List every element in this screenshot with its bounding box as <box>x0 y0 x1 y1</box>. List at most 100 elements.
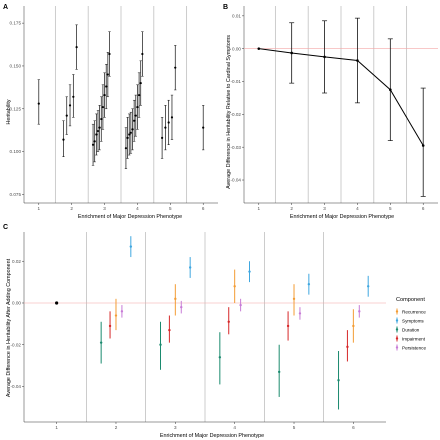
panel-c-point-duration <box>159 343 162 346</box>
panel-c-point-persistence <box>358 310 361 313</box>
panel-c-point-persistence <box>239 303 242 307</box>
panel-a-point <box>136 105 139 109</box>
panel-a-point <box>75 46 78 49</box>
panel-a-y-tick-label: 0.125 <box>10 106 22 111</box>
panel-a-point <box>37 102 40 105</box>
panel-a-y-tick-label: 0.150 <box>10 64 22 69</box>
panel-c-point-symptoms <box>307 282 311 286</box>
panel-a-point <box>103 93 106 97</box>
panel-c-point-duration <box>277 370 281 374</box>
legend-label-impairment: Impairment <box>402 336 426 341</box>
legend: Component Recurrence Symptoms Duration Impa… <box>395 297 426 351</box>
panel-c-ylabel: Average Difference in Heritability After… <box>6 258 12 397</box>
panel-c-point-recurrence <box>174 297 177 301</box>
panel-c-point-impairment <box>286 324 290 328</box>
panel-c-y-tick-label: 0.02 <box>12 259 21 264</box>
panel-c-x-tick-label: 6 <box>352 425 355 430</box>
panel-a: 0.075 0.100 0.125 0.150 0.175 1 2 3 4 5 6 <box>10 6 218 211</box>
panel-a-point <box>93 140 96 143</box>
panel-a-point <box>91 143 95 146</box>
panel-c-letter: C <box>3 224 8 231</box>
panel-c: -0.04 -0.02 0.00 0.02 1 2 3 4 5 6 <box>11 232 386 430</box>
legend-title: Component <box>396 297 425 303</box>
panel-a-point <box>95 133 98 136</box>
legend-swatch-symptoms <box>395 319 399 322</box>
panel-a-point <box>134 114 137 117</box>
panel-a-point <box>174 66 177 69</box>
panel-a-point <box>128 133 131 136</box>
panel-c-point-duration <box>337 379 340 382</box>
legend-swatch-duration <box>395 328 399 331</box>
panel-a-point <box>68 104 72 107</box>
panel-b-xlabel: Enrichment of Major Depression Phenotype <box>290 214 394 220</box>
panel-b-y-tick-label: 0.01 <box>232 13 241 18</box>
panel-c-y-tick-label: -0.02 <box>11 342 22 347</box>
panel-a-x-tick-label: 4 <box>136 206 139 211</box>
panel-c-point-recurrence <box>233 285 236 288</box>
panel-c-point-duration <box>218 356 222 359</box>
legend-label-duration: Duration <box>402 327 420 332</box>
panel-a-point <box>100 117 103 121</box>
panel-b-point <box>421 144 425 147</box>
panel-c-point-symptoms <box>366 285 370 288</box>
panel-c-y-tick-label: 0.00 <box>12 301 21 306</box>
panel-a-point <box>139 81 142 85</box>
panel-b-series-line <box>258 48 424 146</box>
legend-label-persistence: Persistence <box>402 345 426 350</box>
panel-a-y-tick-label: 0.100 <box>10 149 22 154</box>
panel-c-point-recurrence <box>292 297 296 301</box>
panel-a-point <box>202 126 205 129</box>
legend-label-recurrence: Recurrence <box>402 309 426 314</box>
panel-a-point <box>124 147 128 150</box>
legend-swatch-persistence <box>395 346 399 349</box>
panel-c-baseline-point <box>55 301 59 305</box>
panel-a-point <box>105 85 108 88</box>
panel-c-x-tick-label: 3 <box>174 425 177 430</box>
panel-c-point-persistence <box>180 305 183 309</box>
panel-c-point-symptoms <box>188 266 192 269</box>
panel-b-point <box>323 55 326 59</box>
panel-b-y-tick-label: -0.01 <box>231 79 242 84</box>
panel-c-point-impairment <box>227 320 230 323</box>
panel-c-point-symptoms <box>129 245 133 248</box>
panel-a-x-tick-label: 5 <box>169 206 172 211</box>
panel-a-point <box>72 95 75 98</box>
panel-a-point <box>98 126 101 129</box>
panel-c-point-persistence <box>120 310 124 313</box>
panel-a-x-tick-label: 1 <box>38 206 41 211</box>
panel-a-point <box>126 136 129 140</box>
panel-c-point-recurrence <box>114 314 118 317</box>
panel-a-point <box>161 136 164 140</box>
panel-a-point <box>170 116 174 119</box>
panel-b-x-tick-label: 5 <box>389 206 392 211</box>
panel-a-x-tick-label: 6 <box>202 206 205 211</box>
panel-a-point <box>129 131 132 134</box>
panel-a-y-tick-label: 0.075 <box>10 192 22 197</box>
panel-a-point <box>96 129 100 133</box>
panel-c-y-tick-label: -0.04 <box>11 384 22 389</box>
panel-b-point <box>290 51 293 55</box>
panel-c-point-symptoms <box>248 270 251 273</box>
panel-a-point <box>101 105 105 109</box>
panel-a-point <box>108 52 111 56</box>
panel-b-x-tick-label: 4 <box>356 206 359 211</box>
legend-swatch-impairment <box>395 337 399 340</box>
panel-b-y-tick-label: -0.04 <box>231 178 242 183</box>
panel-a-point <box>164 126 167 129</box>
legend-label-symptoms: Symptoms <box>402 318 424 323</box>
panel-b-y-tick-label: -0.02 <box>231 112 242 117</box>
panel-c-x-tick-label: 1 <box>55 425 58 430</box>
panel-b-point <box>257 47 261 50</box>
panel-c-point-impairment <box>108 324 112 328</box>
panel-b-x-tick-label: 6 <box>422 206 425 211</box>
panel-a-point <box>167 121 170 124</box>
panel-a-ylabel: Heritability <box>6 99 12 124</box>
panel-b-x-tick-label: 3 <box>323 206 326 211</box>
panel-a-xlabel: Enrichment of Major Depression Phenotype <box>78 214 182 220</box>
panel-c-point-impairment <box>346 345 349 349</box>
panel-c-point-persistence <box>298 312 302 315</box>
panel-c-point-recurrence <box>352 324 355 328</box>
panel-b-x-tick-label: 2 <box>290 206 293 211</box>
panel-c-point-duration <box>99 341 103 344</box>
panel-b: -0.04 -0.03 -0.02 -0.01 0.00 0.01 1 2 3 4 5 6 <box>231 6 438 211</box>
